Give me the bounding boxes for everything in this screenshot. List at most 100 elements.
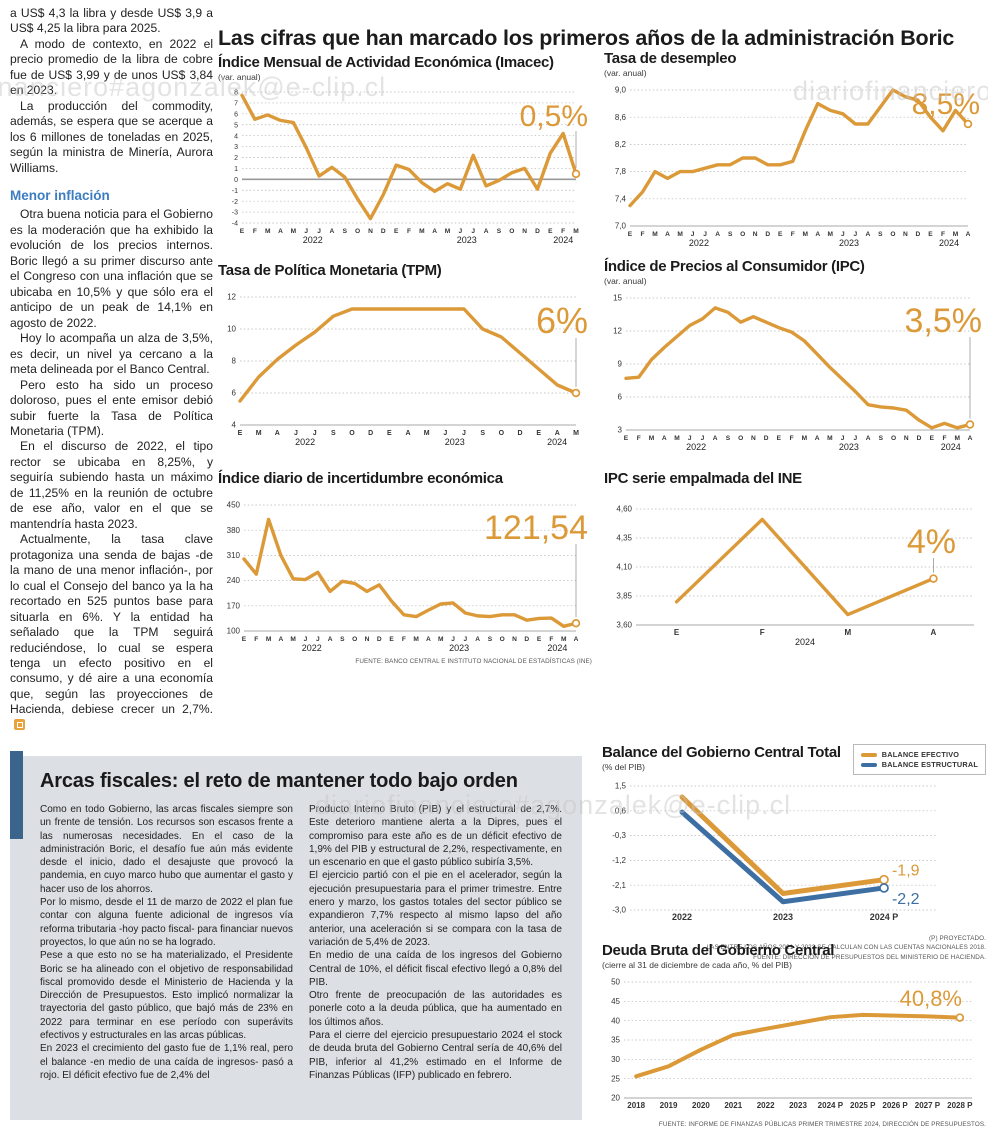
svg-text:D: D bbox=[524, 636, 529, 643]
svg-text:E: E bbox=[537, 636, 542, 643]
chart-ipc-empalmada: IPC serie empalmada del INE 4,60 4,35 4,10… bbox=[604, 470, 986, 647]
svg-text:E: E bbox=[930, 435, 935, 442]
svg-text:20: 20 bbox=[611, 1094, 620, 1103]
svg-text:E: E bbox=[389, 636, 394, 643]
svg-text:-2: -2 bbox=[232, 199, 238, 206]
svg-text:1,5: 1,5 bbox=[615, 782, 627, 791]
svg-text:M: M bbox=[802, 435, 808, 442]
svg-text:2023: 2023 bbox=[839, 442, 859, 452]
svg-text:3,60: 3,60 bbox=[616, 621, 632, 630]
svg-text:2023: 2023 bbox=[445, 437, 465, 447]
svg-text:S: S bbox=[878, 231, 883, 238]
svg-text:F: F bbox=[791, 231, 795, 238]
svg-text:S: S bbox=[728, 231, 733, 238]
svg-text:E: E bbox=[928, 231, 933, 238]
svg-text:2028 P: 2028 P bbox=[947, 1101, 973, 1110]
ipc-empalmada-line-chart: 4,60 4,35 4,10 3,85 3,60 E F M A 2024 4% bbox=[616, 505, 974, 647]
svg-text:D: D bbox=[916, 231, 921, 238]
svg-text:F: F bbox=[641, 231, 645, 238]
svg-text:0: 0 bbox=[234, 177, 238, 184]
svg-text:O: O bbox=[499, 430, 505, 437]
svg-text:A: A bbox=[665, 231, 670, 238]
svg-text:M: M bbox=[573, 228, 579, 235]
article-paragraph: Hoy lo acompaña un alza de 3,5%, es deci… bbox=[10, 331, 213, 377]
svg-text:1: 1 bbox=[234, 166, 238, 173]
chart-imacec: Índice Mensual de Actividad Económica (I… bbox=[218, 54, 592, 249]
svg-text:A: A bbox=[432, 228, 437, 235]
svg-text:D: D bbox=[765, 231, 770, 238]
svg-text:J: J bbox=[703, 231, 707, 238]
chart-subtitle: (cierre al 31 de diciembre de cada año, … bbox=[602, 960, 792, 970]
svg-text:M: M bbox=[424, 430, 430, 437]
svg-text:F: F bbox=[561, 228, 565, 235]
svg-text:2027 P: 2027 P bbox=[915, 1101, 941, 1110]
svg-text:A: A bbox=[968, 435, 973, 442]
svg-text:50: 50 bbox=[611, 978, 620, 987]
svg-text:2023: 2023 bbox=[457, 235, 477, 245]
svg-text:N: N bbox=[904, 435, 909, 442]
svg-text:3,5%: 3,5% bbox=[905, 302, 983, 340]
svg-text:E: E bbox=[536, 430, 541, 437]
svg-text:-2,1: -2,1 bbox=[612, 881, 626, 890]
svg-text:M: M bbox=[803, 231, 809, 238]
fiscal-columns: Como en todo Gobierno, las arcas fiscale… bbox=[10, 801, 582, 1082]
svg-text:2022: 2022 bbox=[295, 437, 315, 447]
svg-text:J: J bbox=[463, 636, 467, 643]
legend-swatch-estructural bbox=[860, 762, 877, 767]
section-heading: Menor inflación bbox=[10, 188, 110, 204]
legend-label: BALANCE ESTRUCTURAL bbox=[881, 760, 978, 769]
svg-text:S: S bbox=[879, 435, 884, 442]
article-paragraph: En medio de una caída de los ingresos de… bbox=[309, 950, 562, 988]
svg-text:7,8: 7,8 bbox=[615, 167, 627, 176]
svg-text:J: J bbox=[443, 430, 447, 437]
svg-text:N: N bbox=[903, 231, 908, 238]
svg-text:J: J bbox=[853, 435, 857, 442]
svg-text:2022: 2022 bbox=[302, 643, 322, 653]
article-paragraph: Para el cierre del ejercicio presupuesta… bbox=[309, 1030, 562, 1081]
svg-text:A: A bbox=[713, 435, 718, 442]
svg-text:J: J bbox=[317, 228, 321, 235]
chart-subtitle: (var. anual) bbox=[218, 72, 261, 82]
svg-text:E: E bbox=[624, 435, 629, 442]
svg-text:M: M bbox=[561, 636, 567, 643]
svg-text:F: F bbox=[407, 228, 411, 235]
svg-text:O: O bbox=[355, 228, 360, 235]
svg-text:J: J bbox=[688, 435, 692, 442]
svg-text:A: A bbox=[475, 636, 480, 643]
svg-text:F: F bbox=[549, 636, 553, 643]
svg-text:M: M bbox=[266, 636, 272, 643]
svg-text:F: F bbox=[943, 435, 947, 442]
chart-legend: BALANCE EFECTIVO BALANCE ESTRUCTURAL bbox=[852, 744, 986, 775]
chart-title: IPC serie empalmada del INE bbox=[604, 470, 802, 487]
svg-text:A: A bbox=[484, 228, 489, 235]
svg-text:O: O bbox=[740, 231, 745, 238]
accent-bar bbox=[10, 751, 23, 839]
legend-item: BALANCE EFECTIVO bbox=[860, 750, 978, 759]
chart-title: Tasa de Política Monetaria (TPM) bbox=[218, 262, 442, 279]
balance-line-chart: 1,5 0,6 -0,3 -1,2 -2,1 -3,0 2022 2023 2024 P -1,9… bbox=[612, 782, 936, 922]
svg-text:J: J bbox=[691, 231, 695, 238]
svg-text:O: O bbox=[891, 435, 896, 442]
legend-item: BALANCE ESTRUCTURAL bbox=[860, 760, 978, 769]
svg-text:F: F bbox=[402, 636, 406, 643]
svg-text:8: 8 bbox=[234, 90, 238, 97]
svg-text:40,8%: 40,8% bbox=[900, 986, 962, 1011]
article-paragraph: Otro frente de preocupación de las autor… bbox=[309, 990, 562, 1028]
svg-text:2024: 2024 bbox=[939, 238, 959, 248]
svg-text:4,10: 4,10 bbox=[616, 563, 632, 572]
svg-text:3: 3 bbox=[618, 426, 623, 435]
svg-text:8,2: 8,2 bbox=[615, 140, 627, 149]
svg-text:J: J bbox=[701, 435, 705, 442]
svg-text:F: F bbox=[941, 231, 945, 238]
svg-text:A: A bbox=[966, 231, 971, 238]
article-end-icon bbox=[14, 718, 25, 730]
article-paragraph: Por lo mismo, desde el 11 de marzo de 20… bbox=[40, 897, 293, 948]
svg-text:15: 15 bbox=[613, 294, 622, 303]
svg-text:S: S bbox=[726, 435, 731, 442]
article-paragraph: a US$ 4,3 la libra y desde US$ 3,9 a US$… bbox=[10, 6, 213, 36]
svg-text:4: 4 bbox=[232, 421, 237, 430]
svg-text:O: O bbox=[352, 636, 357, 643]
